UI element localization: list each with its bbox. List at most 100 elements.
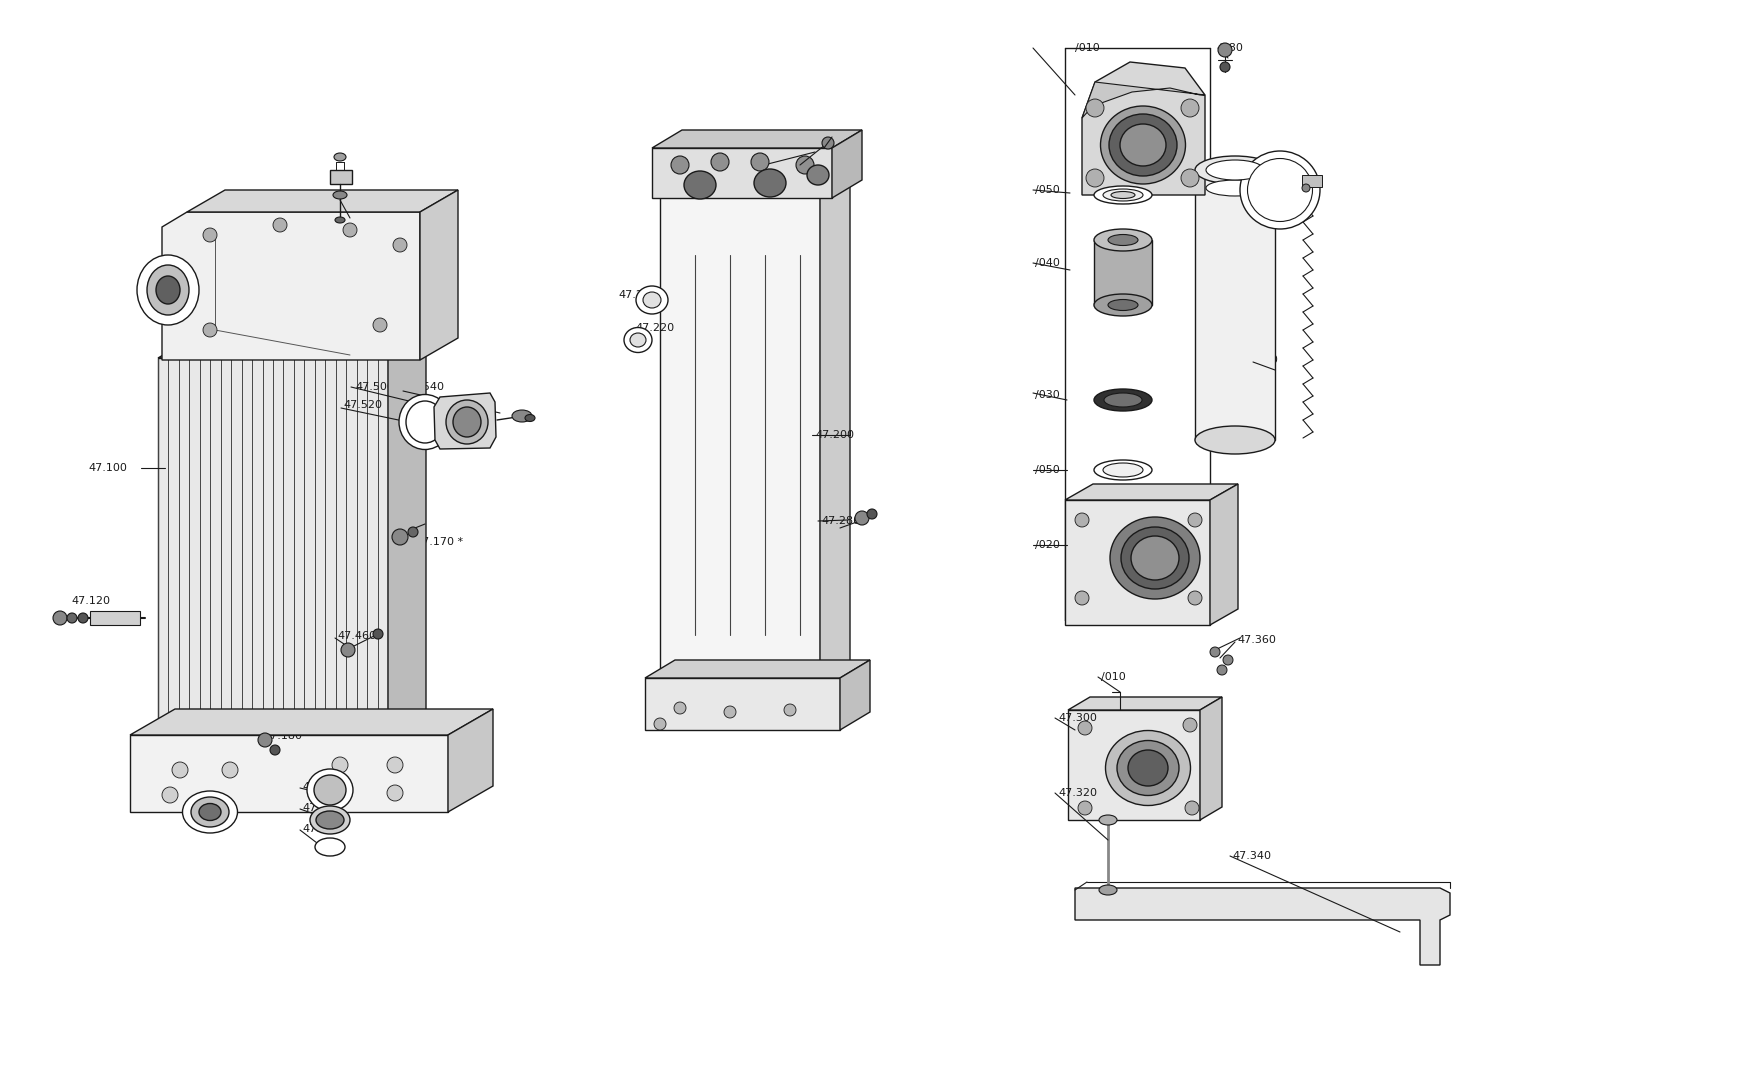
Ellipse shape [405,401,443,443]
Ellipse shape [1301,184,1309,192]
Ellipse shape [1108,234,1137,245]
Ellipse shape [68,613,77,623]
Ellipse shape [445,400,487,444]
Ellipse shape [398,395,450,449]
Polygon shape [1068,710,1200,820]
Polygon shape [645,678,840,730]
Ellipse shape [372,629,383,639]
Text: 47.240: 47.240 [758,163,796,173]
Polygon shape [158,336,426,358]
Bar [1301,175,1322,187]
Ellipse shape [866,509,876,519]
Ellipse shape [146,265,190,315]
Polygon shape [433,393,496,449]
Ellipse shape [332,756,348,773]
Ellipse shape [1094,389,1151,411]
Ellipse shape [273,218,287,232]
Text: 47.170 *: 47.170 * [416,537,463,547]
Ellipse shape [372,318,386,332]
Ellipse shape [1078,721,1092,735]
Ellipse shape [1094,229,1151,251]
Ellipse shape [525,414,534,422]
Text: 47.340: 47.340 [1231,851,1269,861]
Ellipse shape [1116,740,1179,795]
Ellipse shape [753,169,786,197]
Ellipse shape [1219,62,1229,72]
Ellipse shape [1205,180,1263,196]
Ellipse shape [1181,169,1198,187]
Polygon shape [186,190,457,212]
Polygon shape [652,129,861,148]
Ellipse shape [257,733,271,747]
Ellipse shape [1108,300,1137,310]
Ellipse shape [386,756,403,773]
Text: 47.620: 47.620 [303,824,341,834]
Ellipse shape [1195,156,1275,184]
Ellipse shape [1130,536,1179,580]
Polygon shape [659,195,819,681]
Text: 47.120: 47.120 [71,596,110,606]
Ellipse shape [1184,801,1198,815]
Ellipse shape [198,804,221,821]
Ellipse shape [1085,169,1103,187]
Polygon shape [1094,240,1151,305]
Text: 47.220: 47.220 [635,323,673,333]
Ellipse shape [1104,731,1189,806]
Polygon shape [388,336,426,735]
Ellipse shape [511,410,532,422]
Text: /010: /010 [1075,43,1099,54]
Ellipse shape [1209,647,1219,657]
Ellipse shape [313,775,346,805]
Ellipse shape [1099,815,1116,825]
Polygon shape [158,358,388,735]
Text: /080: /080 [1252,355,1276,365]
Ellipse shape [343,223,356,236]
Text: 47.220: 47.220 [617,290,657,300]
Text: 47.540: 47.540 [405,382,443,392]
Ellipse shape [203,323,217,337]
Text: 47.160: 47.160 [365,214,405,224]
Ellipse shape [310,806,350,834]
Text: 47.500: 47.500 [355,382,393,392]
Ellipse shape [191,797,230,827]
Ellipse shape [1085,100,1103,117]
Text: /030: /030 [1035,389,1059,400]
Ellipse shape [407,528,417,537]
Ellipse shape [1108,114,1176,175]
Text: 47.100: 47.100 [89,463,127,473]
Ellipse shape [1078,801,1092,815]
Text: /010: /010 [1101,672,1125,682]
Ellipse shape [1111,192,1134,199]
Ellipse shape [223,762,238,778]
Ellipse shape [1103,189,1143,201]
Ellipse shape [630,333,645,347]
Text: 47.320: 47.320 [1057,788,1096,798]
Ellipse shape [1127,750,1167,786]
Ellipse shape [1094,460,1151,480]
Ellipse shape [723,706,736,718]
Ellipse shape [624,327,652,352]
Ellipse shape [336,217,344,223]
Ellipse shape [1099,106,1184,184]
Polygon shape [419,190,457,360]
Ellipse shape [854,511,868,525]
Ellipse shape [1216,664,1226,675]
Ellipse shape [683,171,715,199]
Polygon shape [1064,484,1236,500]
Ellipse shape [157,276,179,304]
Ellipse shape [1181,100,1198,117]
Bar [90,611,139,625]
Ellipse shape [711,153,729,171]
Ellipse shape [386,785,403,801]
Polygon shape [1075,888,1449,965]
Ellipse shape [1240,151,1320,229]
Ellipse shape [172,762,188,778]
Ellipse shape [162,788,177,802]
Ellipse shape [1103,463,1143,477]
Ellipse shape [1103,393,1141,407]
Polygon shape [819,177,850,681]
Text: /020: /020 [1035,540,1059,550]
Text: /050: /050 [1035,465,1059,475]
Polygon shape [162,212,419,360]
Ellipse shape [1075,591,1089,605]
